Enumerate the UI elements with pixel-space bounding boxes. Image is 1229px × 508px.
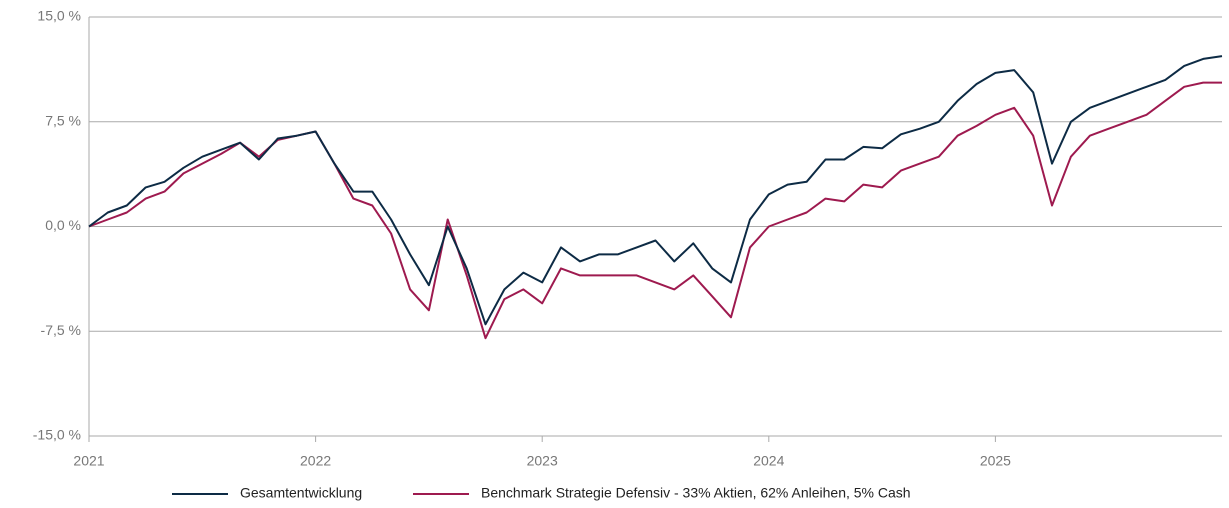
x-tick-label: 2023	[527, 453, 558, 469]
x-tick-label: 2022	[300, 453, 331, 469]
x-tick-label: 2021	[73, 453, 104, 469]
series-line	[88, 81, 1222, 340]
legend-label: Gesamtentwicklung	[240, 485, 362, 501]
x-tick-label: 2024	[753, 453, 784, 469]
y-tick-label: -7,5 %	[41, 322, 81, 338]
series-line	[88, 55, 1223, 326]
y-tick-label: -15,0 %	[33, 427, 81, 443]
y-tick-label: 0,0 %	[45, 217, 81, 233]
y-tick-label: 15,0 %	[37, 8, 81, 24]
x-tick-label: 2025	[980, 453, 1011, 469]
legend-label: Benchmark Strategie Defensiv - 33% Aktie…	[481, 485, 911, 501]
y-tick-label: 7,5 %	[45, 112, 81, 128]
